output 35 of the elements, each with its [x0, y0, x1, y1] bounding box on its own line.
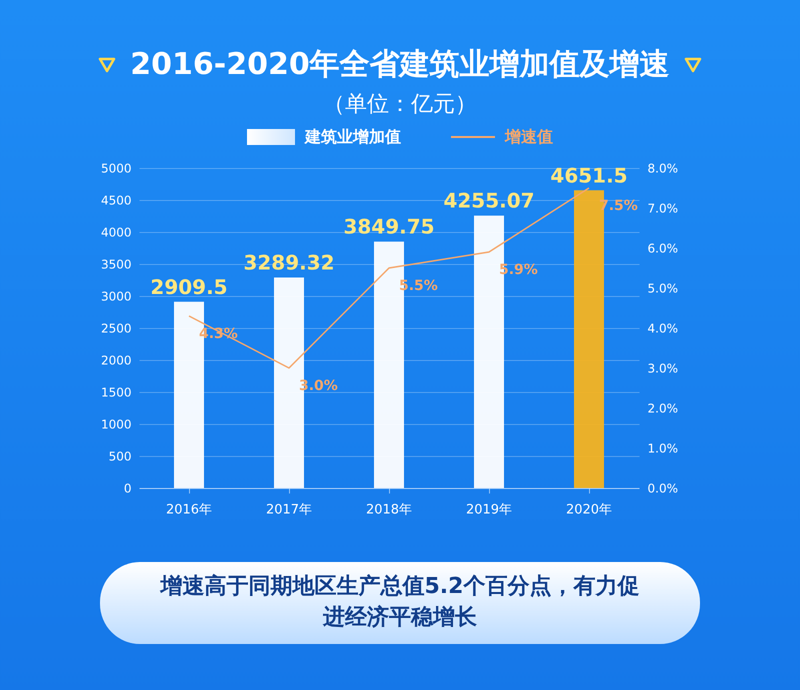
y2-tick-label: 1.0% — [648, 442, 678, 456]
y-tick-label: 0 — [124, 482, 132, 496]
y2-tick-label: 5.0% — [648, 282, 678, 296]
x-tick-label: 2018年 — [366, 502, 412, 518]
legend-label: 增速值 — [505, 126, 553, 148]
y-tick-label: 4000 — [100, 226, 132, 240]
data-label: 3289.32 — [243, 250, 335, 274]
data-label: 3849.75 — [343, 214, 435, 239]
y-tick-label: 1500 — [100, 386, 132, 400]
x-tick-label: 2019年 — [466, 502, 512, 518]
y-tick-label: 3500 — [100, 258, 132, 272]
chart-subtitle: （单位：亿元） — [322, 91, 478, 119]
y2-tick-label: 4.0% — [648, 322, 678, 336]
legend-label: 建筑业增加值 — [305, 126, 401, 148]
text: 增速高于同期地区生产总值5.2个百分点，有力促进经济平稳增长 — [100, 562, 700, 644]
y2-tick-label: 0.0% — [648, 482, 678, 496]
x-tick-label: 2017年 — [266, 502, 312, 518]
y-tick-label: 2500 — [100, 322, 132, 336]
chart-title: 2016-2020年全省建筑业增加值及增速 — [130, 46, 670, 84]
y-tick-label: 4500 — [100, 194, 132, 208]
y2-tick-label: 6.0% — [648, 242, 678, 256]
y2-tick-label: 7.0% — [648, 202, 678, 216]
y2-tick-label: 8.0% — [648, 162, 678, 176]
y-tick-label: 3000 — [100, 290, 132, 304]
y-tick-label: 500 — [108, 450, 132, 464]
y2-tick-label: 2.0% — [648, 402, 678, 416]
x-tick-label: 2020年 — [566, 502, 612, 518]
y-tick-label: 5000 — [100, 162, 132, 176]
y2-tick-label: 3.0% — [648, 362, 678, 376]
y-tick-label: 2000 — [100, 354, 132, 368]
data-label: 4651.5 — [550, 163, 628, 188]
data-label: 2909.5 — [150, 274, 228, 299]
y-tick-label: 1000 — [100, 418, 132, 432]
data-label: 4255.07 — [443, 188, 535, 213]
x-tick-label: 2016年 — [166, 502, 212, 518]
